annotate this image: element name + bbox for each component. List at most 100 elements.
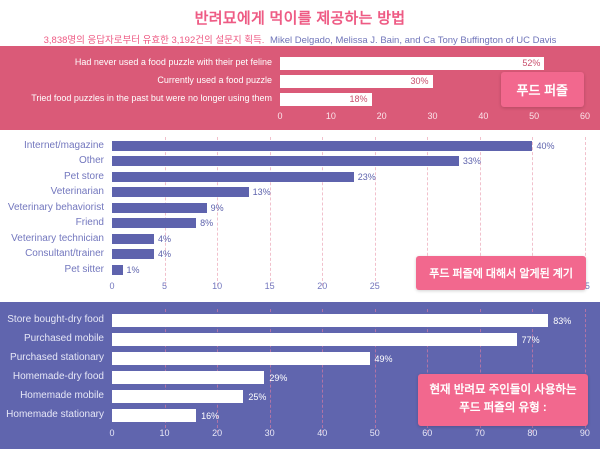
bar-track: 29% — [112, 371, 585, 384]
category-label: Veterinary technician — [11, 232, 104, 244]
axis-ticks: 0 10 20 30 40 50 60 70 80 90 — [109, 428, 590, 438]
bar-track: 52% — [280, 56, 585, 70]
category-label: Homemade-dry food — [12, 371, 104, 383]
subtitle-authors: Mikel Delgado, Melissa J. Bain, and Ca T… — [269, 35, 557, 46]
value-label: 49% — [374, 353, 393, 364]
bar-track: 9% — [112, 202, 585, 213]
value-label: 1% — [126, 264, 140, 275]
category-label: Store bought-dry food — [7, 314, 104, 326]
bar-row: Had never used a food puzzle with their … — [0, 54, 600, 72]
bar-row: Homemade stationary 16% — [0, 406, 600, 425]
bar-row: Purchased stationary 49% — [0, 349, 600, 368]
value-label: 77% — [521, 334, 540, 345]
value-label: 18% — [349, 94, 368, 104]
category-label: Consultant/trainer — [25, 248, 104, 259]
bar-row: Veterinary behaviorist 9% — [0, 200, 600, 216]
page-title: 반려묘에게 먹이를 제공하는 방법 — [194, 10, 406, 27]
category-label: Tried food puzzles in the past but were … — [31, 93, 272, 104]
chart-puzzle-types: Store bought-dry food 83% Purchased mobi… — [0, 302, 600, 449]
bar-row: Other 33% — [0, 154, 600, 170]
bar-track: 1% — [112, 264, 585, 275]
category-label: Purchased stationary — [10, 352, 104, 364]
bar-row: Veterinary technician 4% — [0, 231, 600, 247]
bar: 49% — [112, 352, 393, 365]
bar-track: 4% — [112, 249, 585, 260]
category-label: Veterinarian — [50, 186, 104, 197]
chart-title-badge-puzzle-types: 현재 반려묘 주인들이 사용하는 푸드 퍼즐의 유형 : — [418, 374, 588, 426]
chart-how-learned: Internet/magazine 40% Other 33% Pet stor… — [0, 130, 600, 302]
bar-row: Homemade mobile 25% — [0, 387, 600, 406]
chart-title-badge-how-learned: 푸드 퍼즐에 대해서 알게된 계기 — [416, 256, 586, 290]
value-label: 29% — [269, 372, 288, 383]
subtitle-survey-note: 3,838명의 응답자로부터 유효한 3,192건의 설문지 획득. — [43, 35, 265, 46]
subtitle: 3,838명의 응답자로부터 유효한 3,192건의 설문지 획득. Mikel… — [0, 32, 600, 46]
bar-row: Tried food puzzles in the past but were … — [0, 90, 600, 108]
bar-track: 40% — [112, 140, 585, 151]
bar: 40% — [112, 140, 554, 151]
value-label: 16% — [201, 410, 220, 421]
bar-track: 13% — [112, 187, 585, 198]
category-label: Purchased mobile — [23, 333, 104, 345]
value-label: 9% — [210, 202, 224, 213]
value-label: 25% — [248, 391, 267, 402]
bar-track: 23% — [112, 171, 585, 182]
bar-row: Homemade-dry food 29% — [0, 368, 600, 387]
category-label: Friend — [75, 217, 104, 228]
value-label: 40% — [536, 140, 555, 151]
bar: 25% — [112, 390, 266, 403]
bar: 4% — [112, 233, 171, 244]
bar: 83% — [112, 314, 571, 327]
bar: 8% — [112, 218, 213, 229]
bar-track: 4% — [112, 233, 585, 244]
bar: 16% — [112, 409, 219, 422]
bar-track: 49% — [112, 352, 585, 365]
bar-row: Pet sitter 1% — [0, 262, 600, 278]
bar: 23% — [112, 171, 376, 182]
bar: 9% — [112, 202, 224, 213]
axis-ticks: 0 10 20 30 40 50 60 — [277, 111, 590, 121]
category-label: Currently used a food puzzle — [157, 75, 272, 86]
header: 반려묘에게 먹이를 제공하는 방법 3,838명의 응답자로부터 유효한 3,1… — [0, 0, 600, 46]
category-label: Pet store — [63, 170, 104, 182]
value-label: 4% — [158, 249, 172, 260]
bar: 18% — [280, 92, 372, 106]
bar-row: Veterinarian 13% — [0, 185, 600, 201]
bar-rows: Store bought-dry food 83% Purchased mobi… — [0, 311, 600, 425]
category-label: Pet sitter — [64, 263, 104, 275]
bar: 4% — [112, 249, 171, 260]
value-label: 13% — [252, 187, 271, 198]
value-label: 52% — [522, 58, 541, 68]
chart-food-puzzle-usage: Had never used a food puzzle with their … — [0, 46, 600, 130]
value-label: 8% — [200, 218, 214, 229]
chart-title-badge-food-puzzle: 푸드 퍼즐 — [500, 72, 584, 107]
bar-track: 8% — [112, 218, 585, 229]
bar-row: Store bought-dry food 83% — [0, 311, 600, 330]
bar-track: 77% — [112, 333, 585, 346]
category-label: Other — [78, 155, 104, 166]
bar: 33% — [112, 156, 481, 167]
value-label: 30% — [410, 76, 429, 86]
bar-row: Internet/magazine 40% — [0, 138, 600, 154]
x-axis: 0 10 20 30 40 50 60 70 80 90 — [0, 428, 600, 438]
category-label: Veterinary behaviorist — [7, 201, 104, 213]
bar-row: Friend 8% — [0, 216, 600, 232]
bar-track: 33% — [112, 156, 585, 167]
bar-row: Currently used a food puzzle 30% — [0, 72, 600, 90]
bar-track: 83% — [112, 314, 585, 327]
bar-rows: Had never used a food puzzle with their … — [0, 54, 600, 108]
value-label: 4% — [158, 233, 172, 244]
bar-track: 30% — [280, 74, 585, 88]
bar-track: 25% — [112, 390, 585, 403]
bar: 30% — [280, 74, 433, 88]
category-label: Homemade stationary — [6, 409, 104, 421]
bar: 1% — [112, 264, 140, 275]
bar-row: Purchased mobile 77% — [0, 330, 600, 349]
bar-track: 18% — [280, 92, 585, 106]
value-label: 23% — [357, 171, 376, 182]
bar-track: 16% — [112, 409, 585, 422]
bar: 13% — [112, 187, 271, 198]
value-label: 33% — [462, 156, 481, 167]
bar: 77% — [112, 333, 540, 346]
value-label: 83% — [553, 315, 572, 326]
